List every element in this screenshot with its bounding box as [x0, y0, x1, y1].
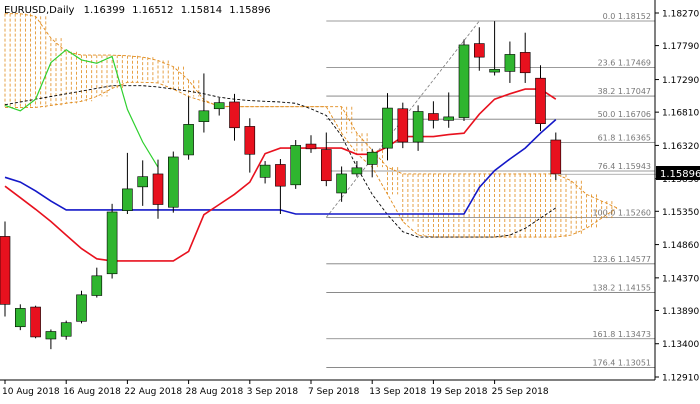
bear-candle-body — [550, 139, 562, 175]
ohlc-low: 1.15814 — [181, 5, 222, 16]
ohlc-high: 1.16512 — [132, 5, 173, 16]
fib-level-label: 138.2 1.14155 — [592, 283, 651, 292]
bull-candle-body — [45, 331, 57, 340]
bull-candle-body — [213, 102, 225, 110]
fib-level-label: 0.0 1.18152 — [603, 12, 651, 21]
ohlc-close: 1.15896 — [229, 5, 270, 16]
y-tick-label: 1.13890 — [662, 307, 699, 317]
x-tick-label: 10 Aug 2018 — [2, 387, 60, 397]
bull-candle-body — [183, 124, 194, 156]
fib-level-label: 176.4 1.13051 — [592, 358, 651, 367]
fib-level-label: 76.4 1.15943 — [598, 162, 651, 171]
current-price-label: 1.15896 — [660, 169, 700, 180]
x-tick-label: 3 Sep 2018 — [247, 387, 299, 397]
bear-candle-body — [0, 236, 11, 305]
bull-candle-body — [60, 322, 72, 337]
bear-candle-body — [275, 164, 286, 187]
x-tick-label: 16 Aug 2018 — [63, 387, 121, 397]
bull-candle-body — [458, 44, 470, 118]
y-tick-label: 1.13400 — [662, 340, 699, 350]
y-tick-label: 1.15830 — [662, 175, 699, 185]
bull-candle-body — [15, 308, 26, 328]
bear-candle-body — [397, 108, 409, 143]
red-line — [4, 88, 557, 262]
bear-candle-body — [30, 306, 41, 338]
ohlc-open: 1.16399 — [84, 5, 125, 16]
bull-candle-body — [106, 211, 118, 275]
fib-level-label: 23.6 1.17469 — [598, 58, 651, 67]
current-price-box — [656, 166, 700, 180]
bull-candle-body — [91, 275, 103, 296]
bull-candle-body — [412, 111, 424, 143]
bull-candle-body — [198, 110, 210, 122]
bull-candle-body — [351, 167, 363, 175]
fib-level-label: 61.8 1.16365 — [598, 133, 651, 142]
bull-candle-body — [382, 107, 393, 149]
y-tick-label: 1.12910 — [662, 374, 699, 384]
cloud-lower-edge — [5, 81, 618, 238]
bear-candle-body — [152, 173, 164, 205]
y-tick-label: 1.16810 — [662, 109, 699, 119]
fib-level-label: 123.6 1.14577 — [592, 255, 651, 264]
bull-candle-body — [259, 164, 271, 178]
bear-candle-body — [229, 101, 240, 129]
fib-level-label: 161.8 1.13473 — [592, 330, 651, 339]
bull-candle-body — [366, 151, 378, 165]
bull-candle-body — [76, 294, 87, 322]
y-tick-label: 1.17290 — [662, 76, 699, 86]
symbol-label: EURUSD,Daily — [4, 5, 75, 16]
bull-candle-body — [290, 145, 302, 186]
cloud-upper-edge — [5, 13, 618, 209]
x-tick-label: 25 Sep 2018 — [492, 387, 549, 397]
bull-candle-body — [336, 173, 347, 194]
y-tick-label: 1.18270 — [662, 10, 699, 20]
x-tick-label: 28 Aug 2018 — [186, 387, 244, 397]
bull-candle-body — [168, 156, 179, 208]
green-line — [4, 48, 159, 168]
fib-level-label: 38.2 1.17047 — [598, 87, 651, 96]
y-tick-label: 1.14860 — [662, 241, 699, 251]
fib-trend-line — [325, 20, 480, 218]
bear-candle-body — [519, 52, 531, 74]
bear-candle-body — [244, 126, 256, 155]
y-tick-label: 1.16320 — [662, 142, 699, 152]
bear-candle-body — [305, 143, 317, 150]
x-tick-label: 22 Aug 2018 — [124, 387, 182, 397]
bull-candle-body — [443, 116, 455, 121]
x-tick-label: 13 Sep 2018 — [369, 387, 426, 397]
fib-level-label: 100.0 1.15260 — [592, 208, 651, 217]
bull-candle-body — [504, 54, 516, 72]
x-tick-label: 7 Sep 2018 — [308, 387, 360, 397]
bull-candle-body — [122, 188, 133, 211]
bear-candle-body — [535, 77, 546, 124]
fib-level-label: 50.0 1.16706 — [598, 110, 651, 119]
chart-header: EURUSD,Daily 1.16399 1.16512 1.15814 1.1… — [4, 5, 271, 16]
x-tick-label: 19 Sep 2018 — [430, 387, 487, 397]
bull-candle-body — [137, 176, 148, 188]
bear-candle-body — [473, 43, 485, 58]
bear-candle-body — [428, 113, 439, 121]
bear-candle-body — [320, 149, 332, 182]
bull-candle-body — [489, 69, 500, 73]
y-tick-label: 1.14370 — [662, 274, 699, 284]
y-tick-label: 1.17790 — [662, 42, 699, 52]
y-tick-label: 1.15350 — [662, 208, 699, 218]
